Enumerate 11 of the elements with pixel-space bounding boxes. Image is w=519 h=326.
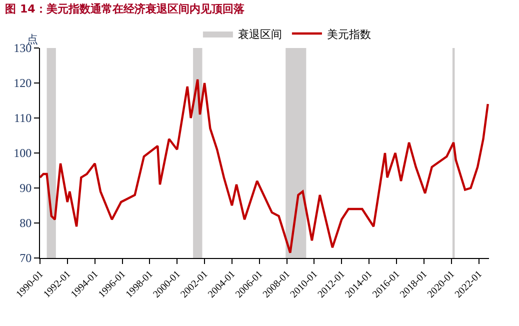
y-tick-label: 90 <box>20 181 32 196</box>
y-tick-label: 110 <box>14 111 32 126</box>
y-tick-label: 100 <box>14 146 32 160</box>
chart-title: 图 14：美元指数通常在经济衰退区间内见顶回落 <box>5 2 246 16</box>
y-tick-label: 70 <box>20 251 32 266</box>
line-series <box>40 78 489 254</box>
y-tick-label: 80 <box>20 216 32 230</box>
legend-label: 衰退区间 <box>238 28 282 41</box>
legend-label: 美元指数 <box>326 28 371 41</box>
y-tick-label: 120 <box>14 76 32 90</box>
y-axis-title: 点 <box>27 33 38 46</box>
